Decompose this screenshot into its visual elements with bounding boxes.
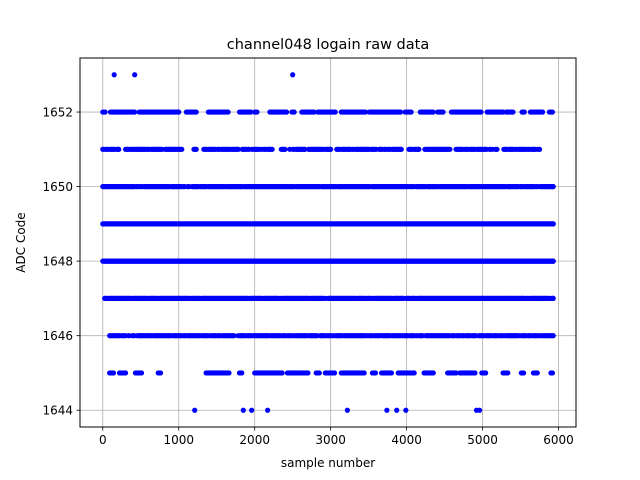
- data-point: [447, 146, 453, 152]
- data-point: [254, 109, 260, 115]
- data-point: [331, 370, 338, 376]
- data-point: [550, 333, 556, 339]
- data-point: [193, 146, 199, 152]
- data-point: [430, 370, 436, 376]
- x-tick-label: 2000: [239, 433, 270, 447]
- data-point: [328, 146, 334, 152]
- data-point: [265, 407, 271, 413]
- data-point: [132, 109, 138, 115]
- y-tick-label: 1650: [42, 180, 73, 194]
- data-point: [510, 109, 516, 115]
- x-tick-label: 6000: [543, 433, 574, 447]
- x-axis-label: sample number: [281, 456, 375, 470]
- data-point: [397, 109, 404, 115]
- data-point: [549, 370, 556, 376]
- data-point: [193, 109, 199, 115]
- data-point: [550, 183, 556, 190]
- data-point: [282, 146, 288, 152]
- data-point: [550, 295, 556, 302]
- data-point: [372, 370, 379, 376]
- data-point: [478, 109, 484, 115]
- data-point: [132, 72, 138, 78]
- data-point: [284, 109, 290, 115]
- data-point: [302, 146, 308, 152]
- x-tick-label: 0: [99, 433, 107, 447]
- data-point: [111, 72, 117, 78]
- data-point: [225, 109, 231, 115]
- data-point: [550, 221, 556, 227]
- x-tick-label: 5000: [467, 433, 498, 447]
- y-tick-label: 1648: [42, 254, 73, 268]
- data-point: [192, 407, 198, 413]
- x-tick-label: 4000: [391, 433, 422, 447]
- x-tick-label: 1000: [163, 433, 194, 447]
- data-point: [157, 370, 164, 376]
- data-point: [249, 407, 255, 413]
- data-point: [231, 333, 237, 339]
- data-points: [100, 72, 556, 413]
- y-axis-label: ADC Code: [14, 212, 28, 272]
- data-point: [550, 258, 556, 264]
- data-point: [534, 370, 540, 376]
- y-tick-label: 1646: [42, 329, 73, 343]
- y-tick-label: 1652: [42, 105, 73, 119]
- data-point: [521, 109, 527, 115]
- x-tick-label: 3000: [315, 433, 346, 447]
- data-point: [539, 109, 546, 115]
- data-point: [279, 370, 285, 376]
- data-point: [440, 109, 446, 115]
- data-point: [311, 109, 317, 115]
- axis-ticks: 0 1000 2000 3000 4000 5000 6000 1644 1646 1648 165…: [42, 105, 573, 447]
- data-point: [291, 109, 297, 115]
- data-point: [235, 146, 241, 152]
- data-point: [430, 109, 436, 115]
- data-point: [384, 407, 390, 413]
- data-point: [176, 109, 182, 115]
- data-point: [453, 370, 459, 376]
- data-point: [394, 407, 400, 413]
- data-point: [398, 146, 404, 152]
- data-point: [102, 109, 108, 115]
- data-point: [344, 407, 350, 413]
- data-point: [248, 109, 254, 115]
- data-point: [122, 370, 129, 376]
- data-point: [179, 146, 185, 152]
- data-point: [483, 370, 489, 376]
- data-point: [269, 146, 275, 152]
- data-point: [361, 370, 367, 376]
- data-point: [549, 109, 556, 115]
- data-point: [520, 370, 527, 376]
- data-point: [416, 146, 422, 152]
- data-point: [110, 370, 117, 376]
- data-point: [472, 370, 478, 376]
- data-point: [494, 146, 500, 152]
- y-tick-label: 1644: [42, 404, 73, 418]
- data-point: [316, 370, 322, 376]
- data-point: [411, 370, 417, 376]
- data-point: [408, 109, 414, 115]
- data-point: [290, 72, 296, 78]
- data-point: [362, 109, 369, 115]
- data-point: [536, 146, 543, 152]
- data-point: [476, 407, 483, 413]
- data-point: [226, 370, 232, 376]
- data-point: [388, 370, 395, 376]
- data-point: [138, 370, 145, 376]
- data-point: [332, 109, 338, 115]
- data-point: [240, 407, 246, 413]
- data-point: [239, 370, 245, 376]
- data-point: [403, 407, 409, 413]
- data-point: [505, 370, 511, 376]
- chart-title: channel048 logain raw data: [227, 37, 429, 53]
- data-point: [305, 370, 311, 376]
- data-point: [116, 146, 122, 152]
- plot-frame: [79, 57, 577, 428]
